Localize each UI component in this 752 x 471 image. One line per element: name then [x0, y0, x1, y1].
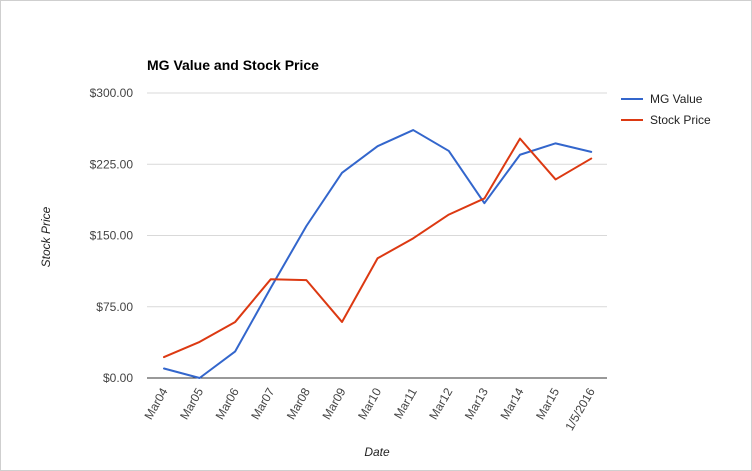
x-tick-label: Mar09	[319, 385, 348, 422]
chart-title: MG Value and Stock Price	[147, 57, 319, 73]
series-line-stock-price	[163, 137, 593, 359]
y-axis-label: Stock Price	[39, 206, 53, 267]
legend: MG Value Stock Price	[621, 92, 711, 127]
y-tick-label: $300.00	[90, 86, 134, 100]
x-tick-label: Mar04	[141, 385, 170, 422]
x-tick-label: Mar05	[177, 385, 206, 422]
x-tick-label: Mar14	[497, 385, 526, 422]
x-tick-label: Mar10	[355, 385, 384, 422]
series-line-mg-value	[163, 129, 593, 379]
x-axis-label: Date	[364, 445, 390, 459]
x-tick-label: Mar08	[284, 385, 313, 422]
x-tick-label: Mar12	[426, 385, 455, 422]
y-tick-label: $225.00	[90, 157, 134, 171]
x-tick-label: Mar11	[391, 385, 420, 421]
y-tick-label: $150.00	[90, 229, 134, 243]
legend-label: Stock Price	[650, 113, 711, 127]
x-tick-label: Mar07	[248, 385, 277, 422]
x-tick-label: Mar13	[462, 385, 491, 422]
series-layer	[163, 129, 593, 379]
grid-lines	[147, 92, 607, 308]
x-tick-label: 1/5/2016	[562, 385, 598, 433]
x-axis-ticks: Mar04 Mar05 Mar06 Mar07 Mar08 Mar09 Mar10 Mar11…	[141, 385, 597, 433]
y-tick-label: $0.00	[103, 371, 133, 385]
y-tick-label: $75.00	[96, 300, 133, 314]
y-axis-ticks: $0.00 $75.00 $150.00 $225.00 $300.00	[90, 86, 134, 385]
x-tick-label: Mar15	[533, 385, 562, 422]
x-tick-label: Mar06	[213, 385, 242, 422]
legend-label: MG Value	[650, 92, 703, 106]
